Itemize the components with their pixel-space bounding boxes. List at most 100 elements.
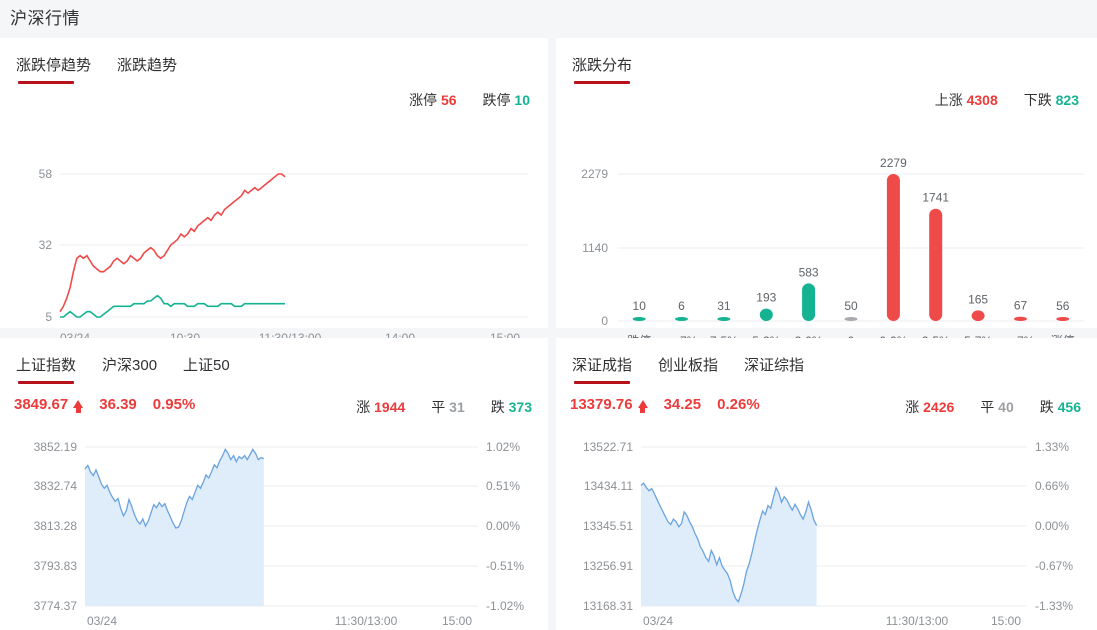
y-tick-right-1: 0.51% xyxy=(486,479,520,493)
x-tick-0: 03/24 xyxy=(643,614,673,628)
stat-limit-up: 涨停 56 xyxy=(409,90,456,110)
y-tick-0: 0 xyxy=(601,314,608,328)
tab-updown-limit-trend[interactable]: 涨跌停趋势 xyxy=(16,54,91,84)
tab-chinext[interactable]: 创业板指 xyxy=(658,357,719,374)
breadth-sh-down-value: 373 xyxy=(508,399,532,415)
x-tick-0: 03/24 xyxy=(87,614,117,628)
arrow-up-icon xyxy=(637,399,648,413)
y-tick-right-4: -1.02% xyxy=(486,599,524,613)
breadth-sz-up-value: 2426 xyxy=(923,399,955,415)
bar-0 xyxy=(632,317,646,321)
breadth-sz-up-label: 涨 xyxy=(905,399,920,415)
y-tick-left-3: 13256.91 xyxy=(583,559,633,573)
breadth-sz-down-label: 跌 xyxy=(1039,399,1054,415)
y-tick-right-4: -1.33% xyxy=(1035,599,1073,613)
bar-value-0: 10 xyxy=(633,299,647,313)
stat-decliners-label: 下跌 xyxy=(1023,92,1052,108)
index-sh-price-wrap: 3849.67 xyxy=(14,396,84,413)
breadth-sh-flat: 平 31 xyxy=(431,397,464,417)
y-tick-2279: 2279 xyxy=(581,167,608,181)
index-sz-tabs: 深证成指 创业板指 深证综指 xyxy=(572,354,804,384)
y-tick-58: 58 xyxy=(39,167,53,181)
bar-1 xyxy=(675,317,688,321)
card-index-sz: 深证成指 创业板指 深证综指 13379.76 34.25 0.26% 涨 24… xyxy=(556,338,1097,630)
x-tick-2: 15:00 xyxy=(991,614,1021,628)
index-sz-quote: 13379.76 34.25 0.26% xyxy=(570,396,760,413)
card-updown-trend: 涨跌停趋势 涨跌趋势 涨停 56 跌停 10 5832503/2410:3011… xyxy=(0,38,548,345)
y-tick-right-0: 1.02% xyxy=(486,440,520,454)
area-line xyxy=(640,482,818,603)
index-sz-price: 13379.76 xyxy=(570,396,633,413)
index-sh-price: 3849.67 xyxy=(14,396,69,413)
tab-shenzhen-composite[interactable]: 深证综指 xyxy=(744,357,805,374)
stat-limit-down: 跌停 10 xyxy=(483,90,530,110)
breadth-sz-down: 跌 456 xyxy=(1040,397,1081,417)
chart-index-sh: 3852.19 1.02% 3832.74 0.51% 3813.28 0.00% 3793… xyxy=(34,440,525,628)
bar-7 xyxy=(929,208,943,321)
arrow-up-icon xyxy=(73,399,84,413)
bar-5 xyxy=(844,317,858,321)
stat-advancers-value: 4308 xyxy=(966,92,998,108)
x-tick-1: 11:30/13:00 xyxy=(886,614,949,628)
card-index-sh: 上证指数 沪深300 上证50 3849.67 36.39 0.95% 涨 19… xyxy=(0,338,548,630)
y-tick-left-2: 13345.51 xyxy=(583,519,633,533)
stat-limit-up-value: 56 xyxy=(440,92,457,108)
bar-value-6: 2279 xyxy=(880,156,907,170)
breadth-sh-flat-value: 31 xyxy=(449,399,465,415)
card-distribution: 涨跌分布 上涨 4308 下跌 823 22791140010跌停6< -7%3… xyxy=(556,38,1097,348)
chart-distribution: 22791140010跌停6< -7%317-5%1935-2%5832-0%5… xyxy=(581,156,1084,348)
chart-index-sz: 13522.71 1.33% 13434.11 0.66% 13345.51 0.00% 1… xyxy=(583,440,1073,628)
y-tick-right-3: -0.51% xyxy=(486,559,524,573)
breadth-sh-up: 涨 1944 xyxy=(356,397,405,417)
updown-trend-tabs: 涨跌停趋势 涨跌趋势 xyxy=(16,54,177,84)
tab-updown-trend[interactable]: 涨跌趋势 xyxy=(117,57,178,74)
y-tick-right-2: 0.00% xyxy=(486,519,520,533)
y-tick-left-1: 13434.11 xyxy=(584,479,633,493)
y-tick-1140: 1140 xyxy=(582,241,608,255)
y-tick-right-3: -0.67% xyxy=(1035,559,1073,573)
bar-3 xyxy=(759,308,773,321)
y-tick-right-2: 0.00% xyxy=(1035,519,1069,533)
index-sz-change: 34.25 xyxy=(663,396,702,413)
bar-value-1: 6 xyxy=(678,299,685,313)
y-tick-right-1: 0.66% xyxy=(1035,479,1069,493)
index-sz-percent: 0.26% xyxy=(717,396,760,413)
stat-advancers: 上涨 4308 xyxy=(935,90,998,110)
tab-csi300[interactable]: 沪深300 xyxy=(102,357,158,374)
bar-value-10: 56 xyxy=(1056,299,1070,313)
y-tick-left-4: 3774.37 xyxy=(34,599,78,613)
bar-value-7: 1741 xyxy=(922,191,949,205)
breadth-sz-up: 涨 2426 xyxy=(905,397,954,417)
index-sz-quote-row: 13379.76 34.25 0.26% 涨 2426 平 40 跌 456 xyxy=(570,396,1081,418)
y-tick-left-2: 3813.28 xyxy=(34,519,78,533)
breadth-sz-flat-label: 平 xyxy=(980,399,995,415)
tab-shenzhen-component[interactable]: 深证成指 xyxy=(572,354,632,384)
bar-value-4: 583 xyxy=(799,265,819,279)
index-sh-percent: 0.95% xyxy=(152,396,196,413)
y-tick-left-3: 3793.83 xyxy=(34,559,78,573)
stat-decliners-value: 823 xyxy=(1055,92,1079,108)
breadth-sh-down-label: 跌 xyxy=(490,399,505,415)
y-tick-32: 32 xyxy=(39,238,53,252)
tab-shanghai-composite[interactable]: 上证指数 xyxy=(16,354,76,384)
index-sz-breadth: 涨 2426 平 40 跌 456 xyxy=(905,397,1081,417)
y-tick-left-1: 3832.74 xyxy=(34,479,78,493)
stat-decliners: 下跌 823 xyxy=(1024,90,1079,110)
y-tick-5: 5 xyxy=(45,310,52,324)
page-title: 沪深行情 xyxy=(10,9,80,28)
stat-limit-up-label: 涨停 xyxy=(409,92,438,108)
stat-limit-down-value: 10 xyxy=(514,92,530,108)
breadth-sh-down: 跌 373 xyxy=(491,397,532,417)
breadth-sz-flat-value: 40 xyxy=(998,399,1014,415)
tab-sse50[interactable]: 上证50 xyxy=(183,357,230,374)
tab-distribution[interactable]: 涨跌分布 xyxy=(572,54,632,84)
breadth-sz-down-value: 456 xyxy=(1057,399,1081,415)
bar-2 xyxy=(717,317,731,321)
bar-value-3: 193 xyxy=(756,291,776,305)
x-tick-2: 15:00 xyxy=(442,614,472,628)
y-tick-left-4: 13168.31 xyxy=(583,599,633,613)
distribution-title-wrap: 涨跌分布 xyxy=(572,54,632,84)
bar-8 xyxy=(971,310,985,321)
index-sz-price-wrap: 13379.76 xyxy=(570,396,648,413)
